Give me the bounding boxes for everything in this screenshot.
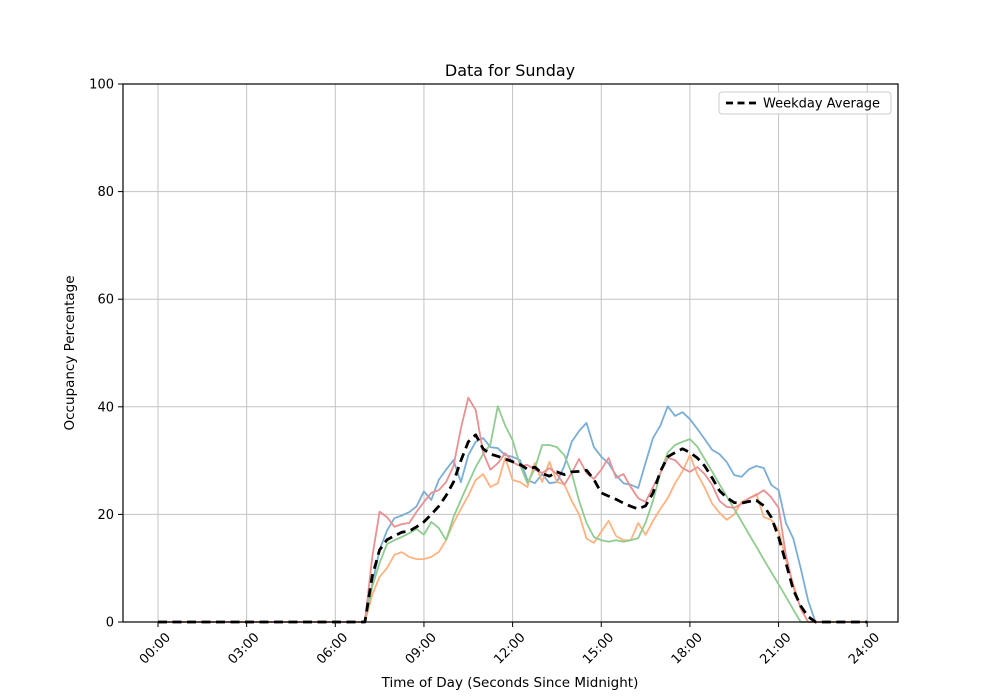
y-tick-label-20: 20 [97,508,114,523]
legend-box [718,91,892,115]
y-tick-label-0: 0 [106,616,114,631]
y-tick-label-40: 40 [97,400,114,415]
x-tick-label-00:00: 00:00 [137,630,174,667]
x-tick-label-24:00: 24:00 [846,630,883,667]
y-axis-label: Occupancy Percentage [62,275,78,430]
x-tick-label-09:00: 09:00 [403,630,440,667]
axis-ticks: 00:00 03:00 06:00 09:00 12:00 15:00 18:00 21:00… [89,78,883,668]
y-tick-label-100: 100 [89,78,114,93]
legend: Weekday Average [718,91,892,115]
x-tick-label-03:00: 03:00 [225,630,262,667]
plot-border [122,83,899,623]
x-tick-label-15:00: 15:00 [580,630,617,667]
y-tick-label-80: 80 [97,185,114,200]
chart-title: Data for Sunday [445,61,575,80]
x-tick-label-21:00: 21:00 [757,630,794,667]
legend-label: Weekday Average [763,97,880,112]
x-tick-label-18:00: 18:00 [669,630,706,667]
x-axis-label: Time of Day (Seconds Since Midnight) [381,675,639,691]
x-tick-label-12:00: 12:00 [491,630,528,667]
y-tick-label-60: 60 [97,293,114,308]
gridlines [123,83,898,623]
x-tick-label-06:00: 06:00 [314,630,351,667]
